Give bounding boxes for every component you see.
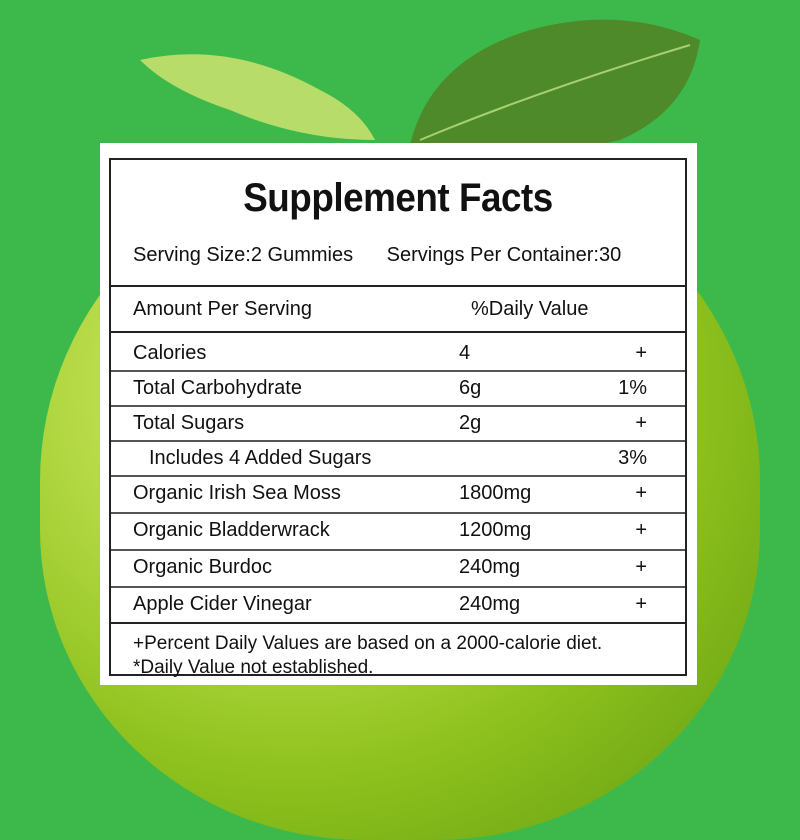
row-amount: 240mg <box>459 556 521 578</box>
table-row: Total Carbohydrate 6g 1% <box>111 372 685 407</box>
row-name: Apple Cider Vinegar <box>133 593 312 615</box>
row-dv: + <box>635 342 647 364</box>
serving-size: Serving Size:2 Gummies <box>133 244 354 266</box>
leaf-vein <box>419 44 691 141</box>
row-name: Calories <box>133 342 207 364</box>
row-name: Organic Bladderwrack <box>133 519 330 541</box>
amount-header-row: Amount Per Serving %Daily Value <box>111 287 685 333</box>
supplement-facts-panel: Supplement Facts Serving Size:2 Gummies … <box>100 143 697 685</box>
supplement-facts-label: Supplement Facts Serving Size:2 Gummies … <box>109 158 687 678</box>
row-amount: 4 <box>459 342 471 364</box>
table-row: Organic Irish Sea Moss 1800mg + <box>111 477 685 514</box>
row-name: Organic Burdoc <box>133 556 272 578</box>
servings-per-container: Servings Per Container:30 <box>386 244 622 266</box>
left-leaf <box>140 54 375 140</box>
table-row: Total Sugars 2g + <box>111 407 685 442</box>
footnote-dv-not-established: *Daily Value not established. <box>133 657 374 678</box>
apple-leaves-image <box>140 19 700 152</box>
row-amount: 1200mg <box>459 519 532 541</box>
table-row: Organic Burdoc 240mg + <box>111 551 685 588</box>
row-name: Includes 4 Added Sugars <box>149 447 372 469</box>
footnote-percent-dv: +Percent Daily Values are based on a 200… <box>133 633 603 654</box>
label-title: Supplement Facts <box>243 176 553 220</box>
row-dv: + <box>635 593 647 615</box>
row-name: Organic Irish Sea Moss <box>133 482 341 504</box>
row-dv: + <box>635 482 647 504</box>
row-name: Total Carbohydrate <box>133 377 302 399</box>
footnotes: +Percent Daily Values are based on a 200… <box>111 624 685 680</box>
row-dv: + <box>635 519 647 541</box>
table-row: Calories 4 + <box>111 337 685 372</box>
row-amount: 6g <box>459 377 482 399</box>
serving-info: Serving Size:2 Gummies Servings Per Cont… <box>111 230 685 287</box>
row-amount: 240mg <box>459 593 521 615</box>
row-name: Total Sugars <box>133 412 245 434</box>
row-dv: 1% <box>618 377 647 399</box>
table-row: Apple Cider Vinegar 240mg + <box>111 588 685 624</box>
row-amount: 2g <box>459 412 482 434</box>
amount-header: Amount Per Serving <box>133 298 312 320</box>
row-amount: 1800mg <box>459 482 532 504</box>
table-row: Organic Bladderwrack 1200mg + <box>111 514 685 551</box>
dv-header: %Daily Value <box>471 298 589 320</box>
row-dv: + <box>635 412 647 434</box>
right-leaf <box>410 19 700 152</box>
row-dv: + <box>635 556 647 578</box>
table-row: Includes 4 Added Sugars 3% <box>111 442 685 477</box>
row-dv: 3% <box>618 447 647 469</box>
